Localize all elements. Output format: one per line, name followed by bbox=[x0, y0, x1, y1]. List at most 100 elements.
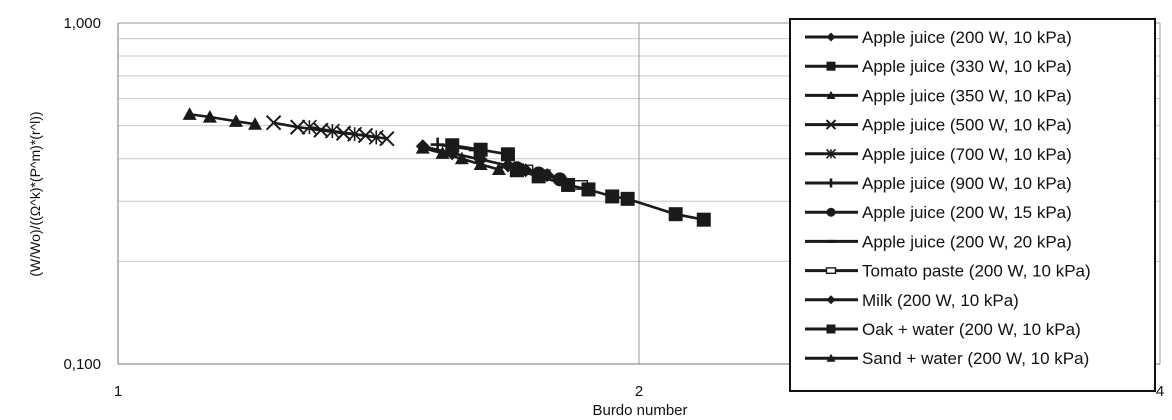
data-point bbox=[468, 143, 483, 158]
data-point bbox=[347, 126, 363, 142]
legend-item: Tomato paste (200 W, 10 kPa) bbox=[805, 262, 1091, 281]
marker-dash bbox=[500, 165, 515, 169]
legend-marker bbox=[825, 148, 837, 159]
marker-x-stroke bbox=[265, 115, 282, 131]
marker-square bbox=[531, 169, 546, 184]
legend-item: Milk (200 W, 10 kPa) bbox=[805, 291, 1019, 310]
legend-marker bbox=[826, 61, 836, 71]
legend-label: Apple juice (350 W, 10 kPa) bbox=[862, 86, 1072, 105]
data-point bbox=[265, 115, 282, 131]
data-point bbox=[450, 140, 465, 155]
x-tick-label: 1 bbox=[114, 383, 122, 400]
data-point bbox=[605, 189, 620, 204]
legend-marker bbox=[826, 239, 836, 243]
legend-label: Apple juice (200 W, 15 kPa) bbox=[862, 203, 1072, 222]
marker-rect-open bbox=[825, 267, 837, 274]
marker-triangle bbox=[826, 90, 836, 99]
marker-triangle bbox=[435, 146, 450, 159]
legend-label: Apple juice (700 W, 10 kPa) bbox=[862, 145, 1072, 164]
legend-item: Apple juice (200 W, 15 kPa) bbox=[805, 203, 1072, 222]
marker-square bbox=[500, 147, 515, 162]
legend-item: Oak + water (200 W, 10 kPa) bbox=[805, 320, 1081, 339]
marker-diamond bbox=[826, 32, 836, 42]
marker-dash bbox=[826, 239, 836, 243]
marker-square bbox=[445, 138, 460, 153]
legend-label: Apple juice (900 W, 10 kPa) bbox=[862, 174, 1072, 193]
data-point bbox=[500, 147, 515, 162]
marker-square bbox=[509, 163, 524, 178]
series-6 bbox=[430, 137, 483, 158]
data-point bbox=[289, 119, 306, 135]
marker-triangle bbox=[473, 157, 488, 170]
legend-item: Apple juice (900 W, 10 kPa) bbox=[805, 174, 1072, 193]
legend: Apple juice (200 W, 10 kPa) Apple juice (… bbox=[789, 18, 1156, 392]
data-point bbox=[301, 119, 317, 135]
legend-label: Apple juice (200 W, 20 kPa) bbox=[862, 232, 1072, 251]
marker-square bbox=[620, 191, 635, 206]
data-point bbox=[368, 129, 384, 145]
marker-triangle bbox=[248, 117, 263, 130]
marker-triangle bbox=[826, 353, 836, 362]
data-point bbox=[473, 157, 488, 170]
marker-triangle bbox=[415, 140, 430, 154]
data-point bbox=[696, 212, 711, 227]
marker-circle bbox=[826, 207, 836, 217]
legend-item: Apple juice (700 W, 10 kPa) bbox=[805, 145, 1072, 164]
legend-marker bbox=[826, 32, 836, 42]
legend-marker bbox=[825, 119, 837, 130]
legend-marker bbox=[826, 324, 836, 334]
marker-square bbox=[668, 207, 683, 222]
x-tick-label: 4 bbox=[1156, 383, 1164, 400]
data-point bbox=[202, 110, 217, 123]
series-5 bbox=[301, 119, 384, 145]
data-point bbox=[454, 151, 469, 165]
data-point bbox=[415, 140, 430, 154]
marker-triangle bbox=[229, 114, 244, 127]
y-axis-label: (W/Wo)/((Ω^k)*(P^m)*(r^l)) bbox=[27, 111, 43, 276]
data-point bbox=[509, 163, 524, 178]
series-3 bbox=[415, 140, 506, 176]
series-layer bbox=[182, 107, 711, 227]
data-point bbox=[620, 191, 635, 206]
marker-triangle bbox=[182, 107, 197, 120]
legend-label: Tomato paste (200 W, 10 kPa) bbox=[862, 262, 1091, 281]
series-11 bbox=[509, 163, 711, 227]
legend-label: Oak + water (200 W, 10 kPa) bbox=[862, 320, 1081, 339]
marker-square bbox=[605, 189, 620, 204]
marker-square bbox=[696, 212, 711, 227]
marker-triangle bbox=[491, 162, 506, 176]
legend-label: Apple juice (330 W, 10 kPa) bbox=[862, 57, 1072, 76]
marker-x-stroke bbox=[289, 119, 306, 135]
data-point bbox=[668, 207, 683, 222]
marker-triangle bbox=[202, 110, 217, 123]
legend-label: Milk (200 W, 10 kPa) bbox=[862, 291, 1019, 310]
marker-square bbox=[826, 61, 836, 71]
data-point bbox=[229, 114, 244, 127]
legend-marker bbox=[826, 178, 836, 188]
data-point bbox=[445, 138, 460, 153]
series-line bbox=[309, 125, 377, 139]
legend-marker bbox=[826, 207, 836, 217]
legend-marker bbox=[826, 90, 836, 99]
legend-label: Sand + water (200 W, 10 kPa) bbox=[862, 349, 1089, 368]
data-point bbox=[182, 107, 197, 120]
data-point bbox=[435, 146, 450, 159]
legend-item: Apple juice (330 W, 10 kPa) bbox=[805, 57, 1072, 76]
data-point bbox=[500, 165, 515, 169]
legend-item: Apple juice (350 W, 10 kPa) bbox=[805, 86, 1072, 105]
x-tick-label: 2 bbox=[635, 383, 643, 400]
legend-item: Apple juice (500 W, 10 kPa) bbox=[805, 116, 1072, 135]
legend-label: Apple juice (200 W, 10 kPa) bbox=[862, 28, 1072, 47]
data-point bbox=[561, 177, 576, 192]
series-12 bbox=[182, 107, 263, 130]
data-point bbox=[324, 123, 340, 139]
legend-item: Apple juice (200 W, 10 kPa) bbox=[805, 28, 1072, 47]
legend-marker bbox=[825, 267, 837, 274]
legend-item: Apple juice (200 W, 20 kPa) bbox=[805, 232, 1072, 251]
marker-square bbox=[561, 177, 576, 192]
data-point bbox=[430, 137, 445, 152]
legend-item: Sand + water (200 W, 10 kPa) bbox=[805, 349, 1089, 368]
data-point bbox=[248, 117, 263, 130]
marker-square bbox=[826, 324, 836, 334]
